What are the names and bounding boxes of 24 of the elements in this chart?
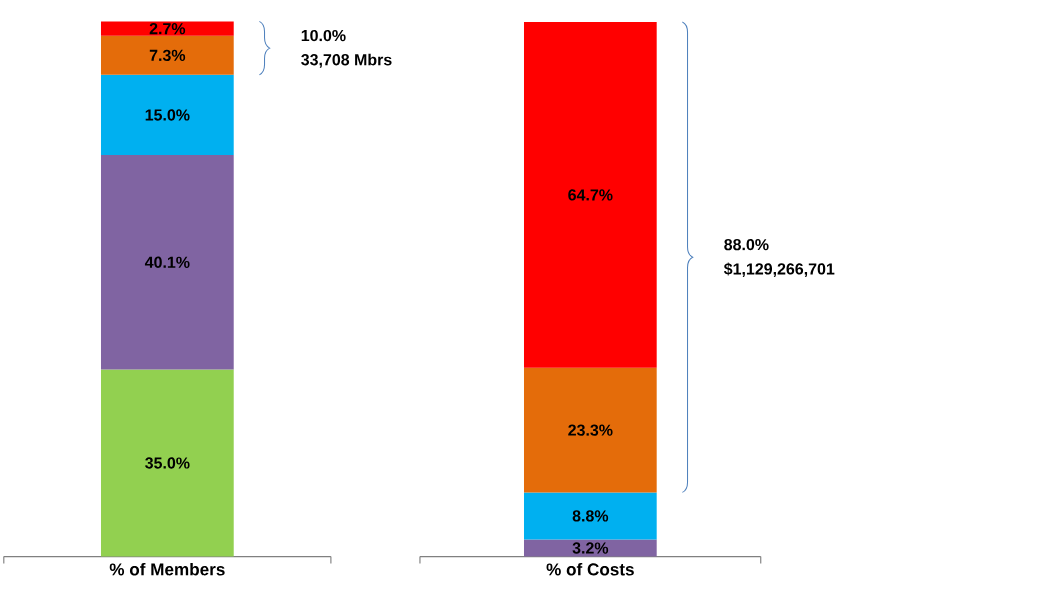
bar: [524, 22, 657, 368]
bar: [524, 539, 657, 557]
bar: [524, 367, 657, 493]
text: 33,708 Mbrs: [301, 53, 392, 68]
data-label: 64.7%: [568, 189, 613, 201]
x-tick-label: % of Members: [109, 562, 225, 576]
bar: [524, 492, 657, 540]
bar: [100, 155, 234, 370]
bar: [100, 35, 234, 75]
data-label: 15.0%: [145, 109, 190, 121]
data-label: 8.8%: [572, 510, 609, 522]
text: 10.0%: [301, 30, 346, 42]
text: 88.0%: [724, 239, 769, 251]
data-label: 40.1%: [144, 256, 190, 269]
x-tick-label: % of Costs: [546, 562, 634, 576]
text: $1,129,266,701: [723, 262, 835, 277]
data-label: 35.0%: [145, 457, 190, 469]
bar: [100, 369, 234, 557]
data-label: 2.7%: [149, 23, 186, 35]
data-label: 23.3%: [568, 424, 613, 436]
bar: [100, 21, 234, 36]
data-label: 7.3%: [149, 49, 186, 62]
bar: [100, 74, 234, 156]
data-label: 3.2%: [572, 542, 609, 554]
